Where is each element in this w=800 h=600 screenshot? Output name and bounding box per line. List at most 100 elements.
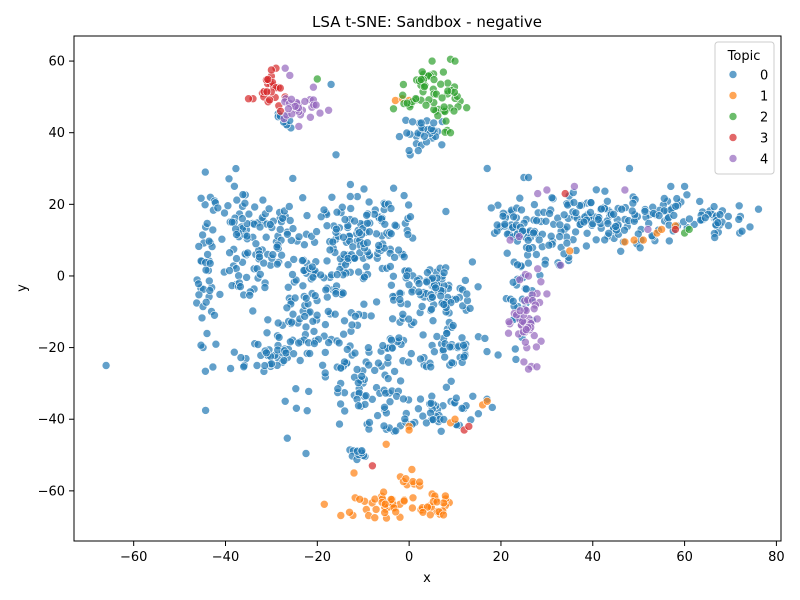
point-topic-0 [263,315,273,325]
point-topic-0 [532,250,541,259]
point-topic-0 [524,258,533,268]
point-topic-0 [325,245,335,255]
point-topic-2 [443,86,453,96]
point-topic-0 [332,270,342,279]
point-topic-0 [493,350,503,360]
point-topic-0 [515,193,525,203]
point-topic-1 [629,235,639,245]
legend: Topic 0 1 2 3 4 [714,41,775,175]
point-topic-0 [428,415,438,424]
point-topic-3 [262,87,272,97]
point-topic-0 [232,195,242,205]
point-topic-0 [201,366,210,376]
point-topic-0 [603,197,612,206]
point-topic-0 [225,248,234,257]
legend-label: 0 [760,69,768,84]
point-topic-4 [287,95,296,104]
y-tick-label: 0 [57,269,65,284]
point-topic-0 [402,128,412,138]
point-topic-0 [255,269,265,279]
point-topic-0 [416,118,426,128]
point-topic-4 [519,357,529,367]
point-topic-0 [390,367,399,376]
point-topic-0 [524,244,534,253]
point-topic-0 [210,310,219,320]
point-topic-2 [450,56,460,66]
point-topic-0 [320,368,330,378]
point-topic-0 [365,227,374,236]
point-topic-2 [417,67,427,77]
point-topic-0 [331,289,341,298]
point-topic-0 [597,204,606,214]
point-topic-4 [524,364,533,374]
point-topic-0 [462,289,472,299]
point-topic-0 [370,366,380,375]
point-topic-0 [429,118,439,128]
point-topic-0 [389,271,398,281]
point-topic-0 [431,283,440,293]
point-topic-0 [347,320,357,330]
point-topic-0 [546,231,556,241]
point-topic-0 [482,164,492,173]
point-topic-1 [404,425,414,435]
point-topic-0 [230,182,239,191]
point-topic-0 [336,399,345,409]
point-topic-1 [657,225,666,234]
point-topic-2 [429,75,439,84]
point-topic-0 [616,247,626,256]
point-topic-2 [462,103,472,112]
point-topic-0 [245,290,254,300]
y-tick-label: 40 [48,126,65,141]
point-topic-4 [285,71,295,80]
point-topic-0 [330,309,340,319]
point-topic-0 [275,225,285,234]
point-topic-0 [278,214,288,223]
x-tick-label: −20 [304,550,331,565]
point-topic-0 [217,234,227,244]
point-topic-0 [208,225,218,235]
point-topic-0 [301,322,311,332]
point-topic-0 [253,340,263,349]
point-topic-0 [298,281,308,291]
point-topic-0 [428,316,438,326]
legend-marker [728,91,738,100]
point-topic-0 [582,229,592,238]
point-topic-2 [398,90,408,100]
point-topic-0 [340,316,349,326]
point-topic-0 [321,320,330,329]
point-topic-0 [295,356,305,365]
point-topic-0 [346,180,355,189]
point-topic-0 [213,203,223,213]
point-topic-0 [388,314,397,324]
point-topic-3 [263,75,273,84]
point-topic-0 [713,218,723,227]
point-topic-0 [399,252,409,262]
point-topic-0 [205,259,215,268]
legend-label: 3 [760,132,768,147]
point-topic-2 [441,116,451,126]
point-topic-0 [591,235,601,245]
point-topic-0 [399,394,408,404]
point-topic-0 [372,297,381,307]
x-tick-label: −40 [212,550,239,565]
point-topic-1 [425,510,435,520]
point-topic-0 [294,232,304,242]
y-axis-label: y [15,284,30,292]
point-topic-0 [205,286,215,295]
point-topic-0 [386,204,396,213]
point-topic-0 [373,411,382,420]
point-topic-4 [643,225,653,234]
point-topic-0 [332,224,341,234]
point-topic-0 [586,198,596,207]
point-topic-0 [272,242,282,252]
y-axis: −60 −40 −20 0 20 40 60 [38,55,74,499]
point-topic-0 [394,333,404,343]
point-topic-0 [465,304,475,313]
point-topic-0 [340,406,350,416]
point-topic-0 [427,304,436,314]
point-topic-0 [308,316,318,326]
point-topic-0 [611,222,621,231]
point-topic-0 [346,204,356,213]
point-topic-0 [414,287,424,297]
point-topic-0 [418,330,428,340]
